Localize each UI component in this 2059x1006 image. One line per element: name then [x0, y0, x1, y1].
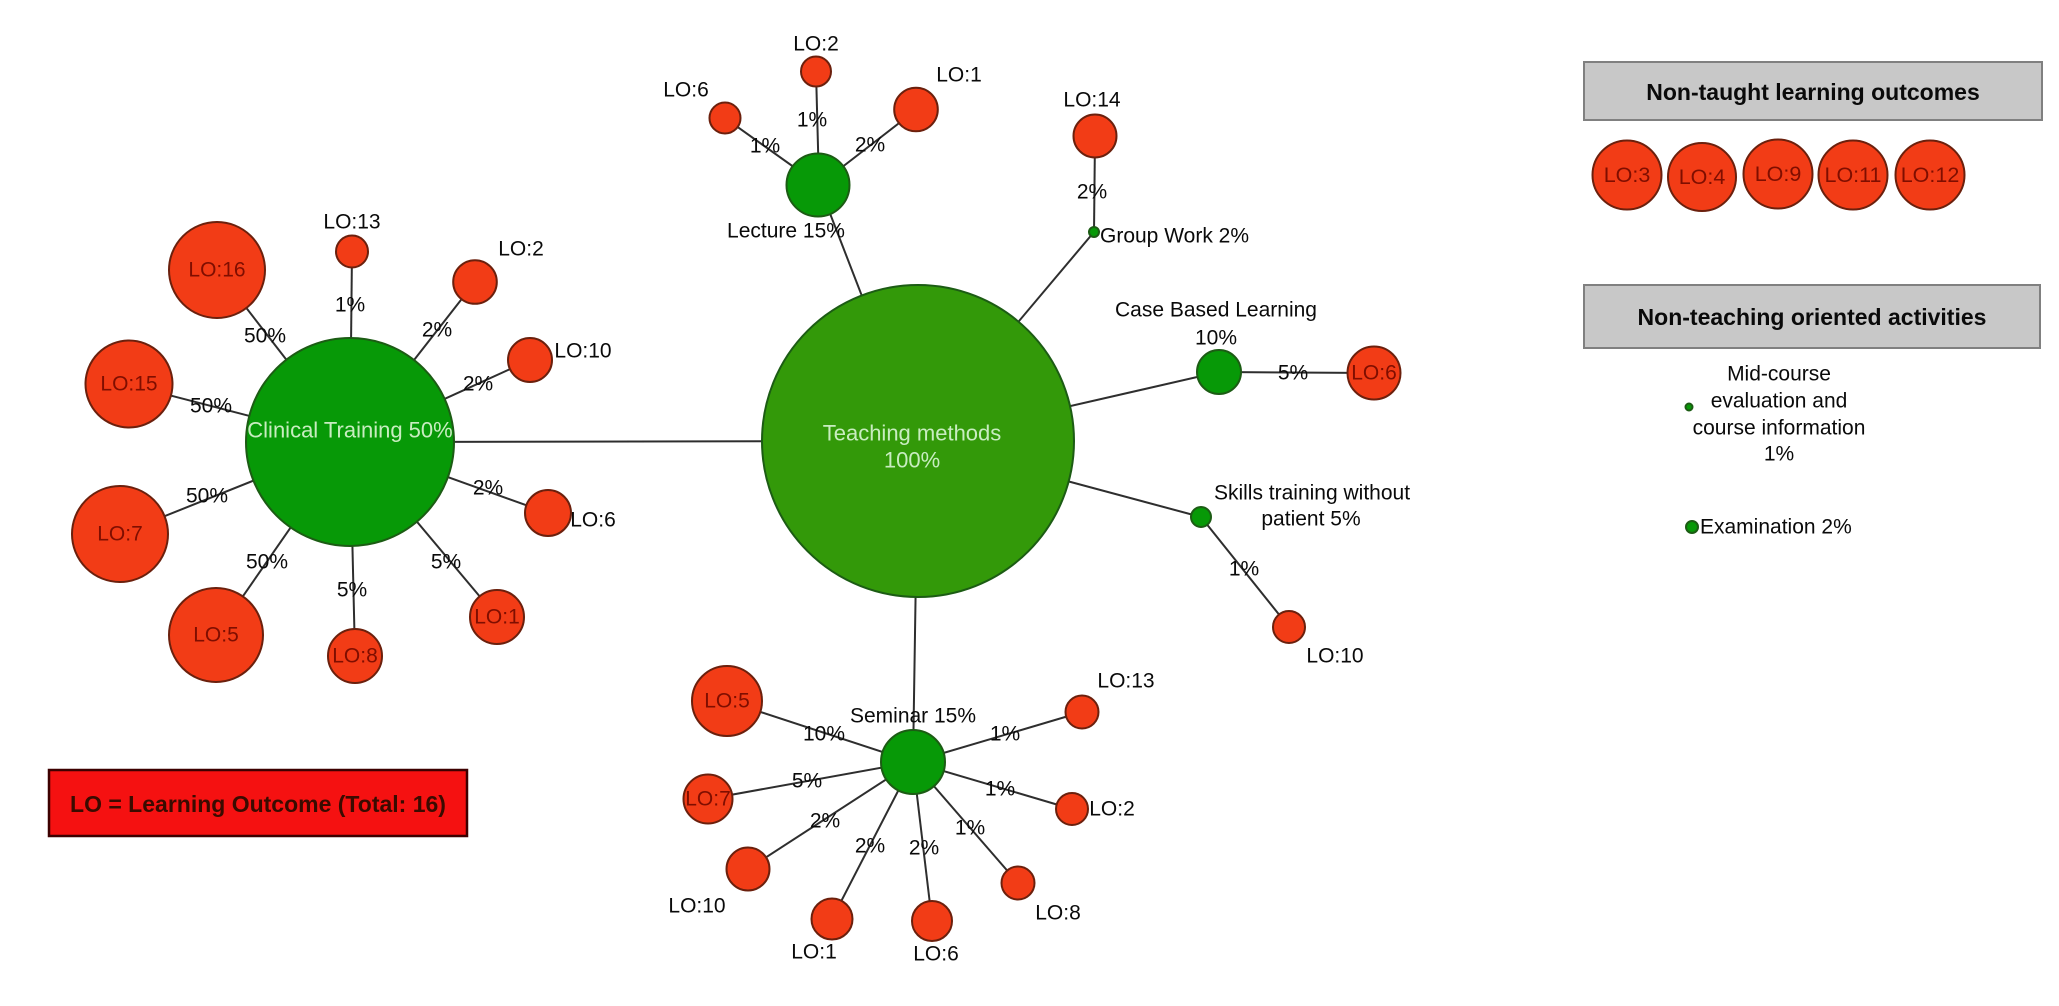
svg-text:1%: 1% — [750, 135, 780, 158]
svg-text:LO:11: LO:11 — [1825, 163, 1882, 187]
svg-text:LO:6: LO:6 — [913, 943, 959, 966]
svg-text:Mid-course: Mid-course — [1727, 363, 1831, 386]
svg-text:5%: 5% — [337, 579, 367, 602]
svg-text:LO = Learning Outcome (Total:: LO = Learning Outcome (Total: 16) — [70, 791, 446, 817]
svg-text:LO:2: LO:2 — [1089, 798, 1135, 821]
svg-text:LO:6: LO:6 — [1351, 362, 1397, 385]
svg-text:LO:10: LO:10 — [1306, 645, 1363, 668]
svg-text:Non-teaching oriented activiti: Non-teaching oriented activities — [1638, 304, 1987, 330]
svg-text:LO:10: LO:10 — [554, 340, 611, 363]
svg-text:LO:7: LO:7 — [685, 788, 731, 811]
svg-text:LO:1: LO:1 — [474, 606, 520, 629]
svg-text:LO:12: LO:12 — [1901, 163, 1960, 187]
svg-text:1%: 1% — [955, 817, 985, 840]
svg-text:patient 5%: patient 5% — [1261, 508, 1360, 531]
svg-text:course information: course information — [1693, 417, 1866, 440]
svg-text:2%: 2% — [463, 373, 493, 396]
svg-text:LO:14: LO:14 — [1063, 89, 1121, 112]
svg-text:Case Based Learning: Case Based Learning — [1115, 299, 1317, 322]
svg-text:LO:1: LO:1 — [936, 64, 982, 87]
svg-text:LO:7: LO:7 — [97, 523, 143, 546]
svg-text:2%: 2% — [422, 319, 452, 342]
svg-text:Clinical Training 50%: Clinical Training 50% — [247, 418, 452, 443]
svg-text:LO:5: LO:5 — [193, 624, 239, 647]
svg-text:LO:5: LO:5 — [704, 690, 750, 713]
svg-text:evaluation and: evaluation and — [1711, 390, 1848, 413]
svg-text:LO:13: LO:13 — [323, 211, 380, 234]
svg-text:LO:16: LO:16 — [188, 259, 245, 282]
svg-text:5%: 5% — [792, 770, 822, 793]
svg-text:LO:6: LO:6 — [663, 79, 709, 102]
svg-text:Examination 2%: Examination 2% — [1700, 516, 1852, 539]
svg-text:5%: 5% — [431, 551, 461, 574]
svg-text:1%: 1% — [1229, 558, 1259, 581]
svg-text:50%: 50% — [246, 551, 288, 574]
svg-text:LO:6: LO:6 — [570, 509, 616, 532]
svg-text:2%: 2% — [810, 810, 840, 833]
svg-text:100%: 100% — [884, 448, 940, 473]
svg-text:10%: 10% — [1195, 327, 1237, 350]
svg-text:5%: 5% — [1278, 362, 1308, 385]
svg-text:LO:15: LO:15 — [100, 373, 157, 396]
svg-text:Seminar 15%: Seminar 15% — [850, 705, 976, 728]
svg-text:1%: 1% — [335, 294, 365, 317]
svg-text:Lecture 15%: Lecture 15% — [727, 220, 845, 243]
svg-text:50%: 50% — [244, 325, 286, 348]
svg-text:2%: 2% — [855, 134, 885, 157]
svg-text:LO:2: LO:2 — [498, 238, 544, 261]
svg-text:2%: 2% — [855, 835, 885, 858]
svg-text:LO:2: LO:2 — [793, 33, 839, 56]
svg-text:1%: 1% — [1764, 443, 1794, 466]
svg-text:50%: 50% — [190, 395, 232, 418]
svg-text:LO:8: LO:8 — [332, 645, 378, 668]
svg-text:2%: 2% — [909, 837, 939, 860]
svg-text:LO:3: LO:3 — [1604, 163, 1651, 187]
svg-text:LO:4: LO:4 — [1679, 165, 1726, 189]
svg-text:LO:13: LO:13 — [1097, 670, 1154, 693]
svg-text:1%: 1% — [797, 109, 827, 132]
svg-text:Non-taught learning outcomes: Non-taught learning outcomes — [1646, 79, 1980, 105]
svg-text:2%: 2% — [1077, 181, 1107, 204]
svg-text:1%: 1% — [990, 723, 1020, 746]
svg-text:1%: 1% — [985, 778, 1015, 801]
svg-text:Group Work 2%: Group Work 2% — [1100, 225, 1249, 248]
svg-text:LO:1: LO:1 — [791, 941, 837, 964]
svg-text:LO:8: LO:8 — [1035, 902, 1081, 925]
svg-text:Teaching methods: Teaching methods — [823, 421, 1002, 446]
svg-text:10%: 10% — [803, 723, 845, 746]
svg-text:LO:9: LO:9 — [1755, 162, 1802, 186]
svg-text:LO:10: LO:10 — [668, 895, 725, 918]
svg-text:Skills training without: Skills training without — [1214, 482, 1410, 505]
svg-text:2%: 2% — [473, 477, 503, 500]
svg-text:50%: 50% — [186, 485, 228, 508]
